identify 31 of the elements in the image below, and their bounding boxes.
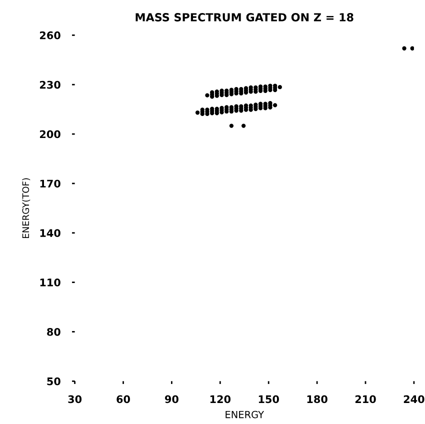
point [410, 46, 414, 50]
y-tick-label: 200 [40, 130, 60, 138]
x-tick-label: 180 [307, 395, 328, 404]
x-tick-label: 30 [68, 395, 82, 404]
y-tick-label: 230 [40, 80, 60, 89]
point [214, 111, 220, 116]
x-tick-label: 150 [258, 395, 279, 404]
point [205, 93, 210, 98]
x-axis-title: ENERGY [226, 410, 264, 418]
x-tick-label: 210 [355, 395, 376, 404]
x-tick-label: 240 [404, 395, 424, 404]
y-tick-label: 80 [47, 328, 60, 336]
x-tick-label: 60 [116, 395, 130, 404]
x-tick-label: 120 [210, 395, 231, 404]
y-tick-label: 260 [40, 31, 60, 40]
y-tick-label: 50 [47, 377, 60, 386]
point [272, 103, 278, 108]
y-tick-label: 110 [40, 278, 60, 286]
point [278, 85, 282, 90]
point [258, 102, 263, 106]
point [241, 124, 246, 128]
x-tick-label: 90 [164, 395, 178, 404]
point [402, 46, 406, 50]
point [229, 124, 234, 128]
point [210, 94, 214, 99]
point [210, 111, 214, 116]
y-tick-label: 140 [40, 229, 60, 238]
y-axis-title: ENERGY(TOF) [22, 178, 30, 238]
y-tick-label: 170 [40, 180, 60, 188]
point [195, 110, 200, 115]
chart-title: MASS SPECTRUM GATED ON Z = 18 [136, 13, 354, 22]
